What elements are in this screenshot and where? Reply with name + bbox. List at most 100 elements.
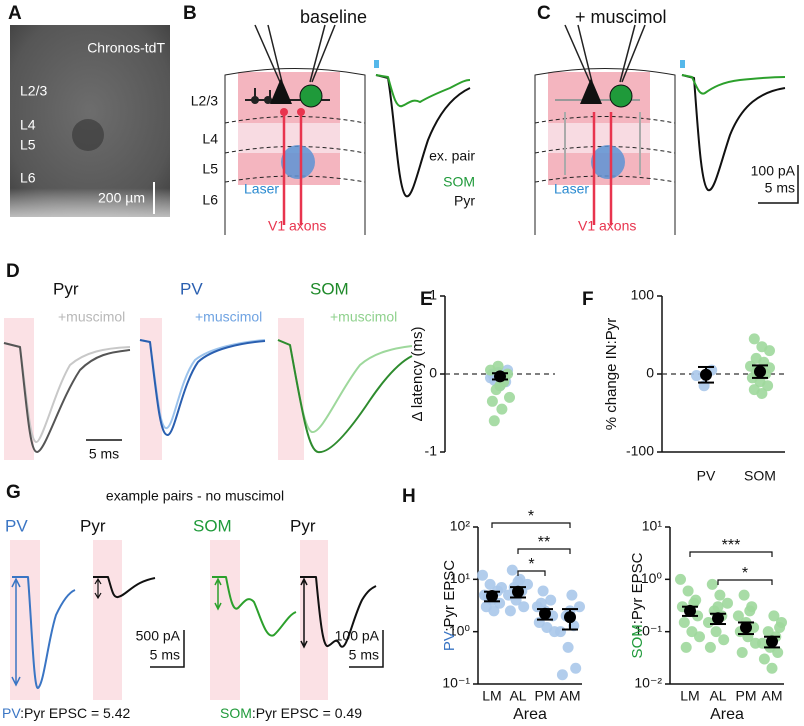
title: example pairs - no muscimol (106, 488, 284, 504)
data-point (504, 391, 515, 403)
mean-marker (684, 604, 696, 617)
title: + muscimol (575, 7, 667, 27)
data-point (512, 576, 524, 588)
light-window (278, 318, 304, 460)
error-bar (484, 590, 500, 603)
x-axis-label: Area (710, 706, 744, 723)
laser-spot (591, 145, 625, 179)
layer-label: L6 (20, 170, 36, 186)
data-point (570, 662, 582, 674)
mean-marker (494, 370, 506, 383)
x-tick-label: PM (535, 688, 556, 704)
panel-label: F (582, 289, 594, 310)
data-point (738, 589, 750, 601)
data-point (762, 380, 774, 392)
panel-label: C (537, 3, 551, 24)
significance-bracket (689, 551, 773, 557)
error-bar (510, 585, 526, 599)
panel-g: example pairs - no muscimol PV Pyr SOM P… (2, 488, 384, 721)
axon (592, 112, 613, 225)
y-tick-label: 10⁻¹ (634, 622, 662, 638)
y-tick-label: 0 (429, 365, 437, 381)
data-point (486, 395, 498, 407)
data-point (477, 569, 488, 581)
ratio-text: :Pyr EPSC = 0.49 (252, 705, 362, 721)
x-axis-label: Area (513, 706, 547, 723)
x-tick-label: LM (680, 688, 699, 704)
ratio-cell: PV (2, 705, 21, 721)
data-point (764, 345, 775, 357)
cell-label: Pyr (80, 516, 106, 535)
y-label-part: Δ latency (ms) (409, 326, 426, 421)
x-tick-label: AL (509, 688, 526, 704)
y-tick-label: 10¹ (450, 570, 471, 586)
error-bar (698, 365, 714, 384)
panel-b: baseline Laser V1 axons L2/3 L4 L5 L6 ex… (191, 7, 475, 235)
y-axis-label: % change IN:Pyr (603, 318, 620, 431)
som-trace (375, 74, 471, 108)
data-point (704, 641, 716, 653)
silenced-axon (564, 112, 641, 175)
x-tick-label: LM (482, 688, 501, 704)
laser-spot (281, 145, 315, 179)
y-tick-label: 1 (429, 287, 437, 303)
pyr-trace (375, 74, 471, 198)
layer-label: L4 (202, 131, 218, 147)
significance-bracket (717, 579, 773, 585)
data-point (706, 578, 718, 590)
scale-label: 5 ms (150, 647, 180, 663)
data-point (492, 360, 504, 372)
error-bar (764, 635, 780, 649)
significance-bracket (517, 570, 546, 576)
data-point (675, 573, 686, 585)
significance-label: ** (538, 534, 550, 551)
mean-marker (539, 607, 551, 620)
cell-label: SOM (310, 279, 349, 298)
data-point (506, 564, 518, 576)
axon (282, 112, 303, 225)
panel-label: B (183, 3, 197, 24)
scale-label: 5 ms (89, 446, 119, 462)
data-point (710, 626, 722, 638)
scale-label: 200 µm (98, 190, 145, 206)
data-point (555, 626, 566, 638)
pyr-trace (93, 576, 156, 599)
data-point (714, 589, 726, 601)
som-cell (609, 84, 633, 108)
condition-label: +muscimol (330, 309, 397, 325)
mean-marker (486, 590, 498, 603)
data-point (774, 622, 786, 634)
layer-label: L5 (202, 161, 218, 177)
panel-label: G (6, 482, 21, 503)
y-tick-label: 100 (631, 287, 655, 303)
data-point (718, 634, 730, 646)
label: Chronos-tdT (87, 40, 165, 56)
scale-label: 5 ms (765, 180, 795, 196)
cell-label: Pyr (53, 279, 79, 298)
scale-bar (150, 630, 185, 668)
amplitude-arrow (214, 577, 222, 611)
y-tick-label: -1 (425, 443, 438, 459)
data-point (678, 616, 690, 628)
data-point (691, 370, 702, 382)
significance-label: *** (722, 537, 741, 554)
cell-label: PV (180, 279, 203, 298)
light-window (4, 318, 34, 460)
y-tick-label: 10² (450, 518, 471, 534)
title: baseline (300, 7, 367, 27)
y-axis-label: SOM:Pyr EPSC (629, 552, 646, 658)
legend-label: SOM (443, 174, 475, 190)
y-tick-label: 10⁰ (641, 570, 663, 586)
x-tick-label: PV (697, 468, 716, 484)
pyr-trace (300, 576, 377, 648)
mean-marker (512, 585, 524, 598)
data-point (494, 380, 506, 392)
neuron (251, 96, 259, 104)
ratio-text: :Pyr EPSC = 5.42 (20, 705, 130, 721)
mean-marker (740, 621, 752, 634)
data-point (772, 646, 784, 658)
y-label-part: % change IN:Pyr (603, 318, 620, 431)
y-tick-label: 10⁻² (634, 675, 662, 691)
x-tick-label: PM (736, 688, 757, 704)
ratio-cell: SOM (220, 705, 252, 721)
